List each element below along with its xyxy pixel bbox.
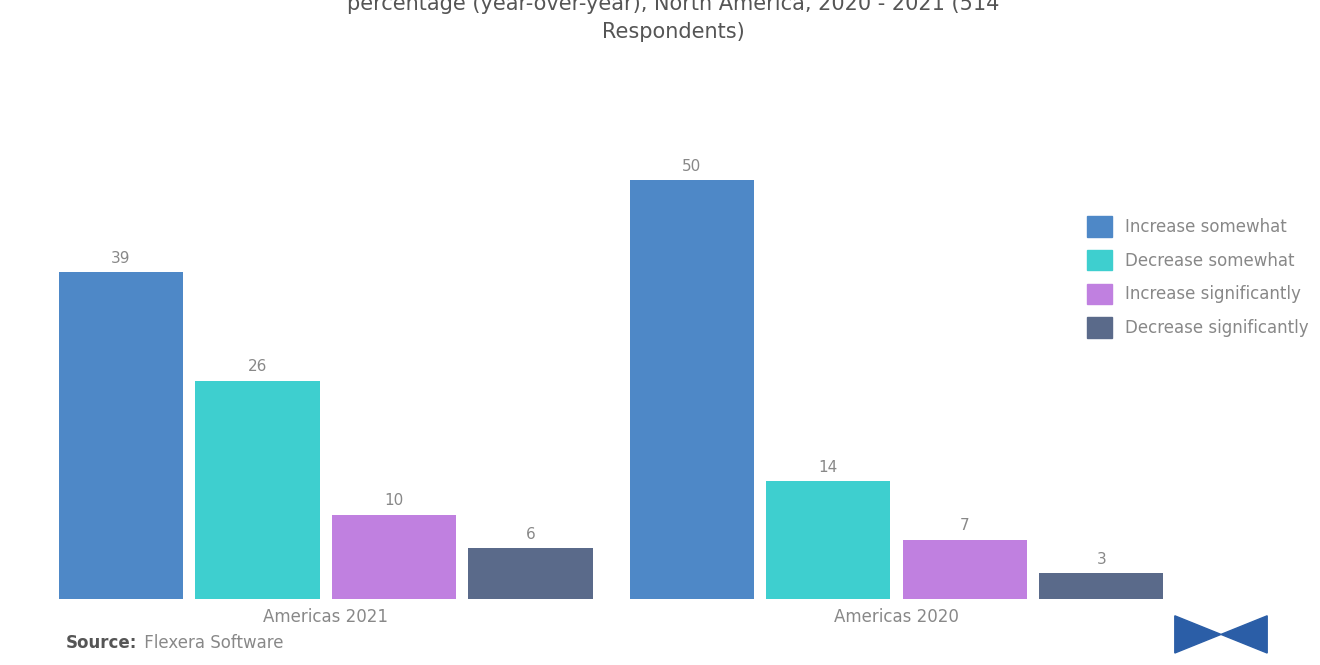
Text: 10: 10 [384,493,404,508]
Text: Source:: Source: [66,634,137,652]
Legend: Increase somewhat, Decrease somewhat, Increase significantly, Decrease significa: Increase somewhat, Decrease somewhat, In… [1078,208,1317,346]
Bar [1039,573,1163,598]
Text: 6: 6 [525,527,536,541]
Text: Flexera Software: Flexera Software [139,634,282,652]
Text: 50: 50 [682,158,701,174]
Text: 7: 7 [960,518,970,533]
Bar [766,481,890,598]
Bar [469,549,593,598]
Polygon shape [1221,616,1267,653]
Bar [59,272,183,598]
Text: 39: 39 [111,251,131,265]
Bar [903,540,1027,598]
Text: 14: 14 [818,460,838,475]
Polygon shape [1175,616,1221,653]
Bar [195,381,319,598]
Bar [331,515,457,598]
Bar [630,180,754,598]
Title: Expected changes in information technology spending, By
percentage (year-over-ye: Expected changes in information technolo… [347,0,999,42]
Text: 26: 26 [248,359,267,374]
Text: 3: 3 [1097,552,1106,567]
